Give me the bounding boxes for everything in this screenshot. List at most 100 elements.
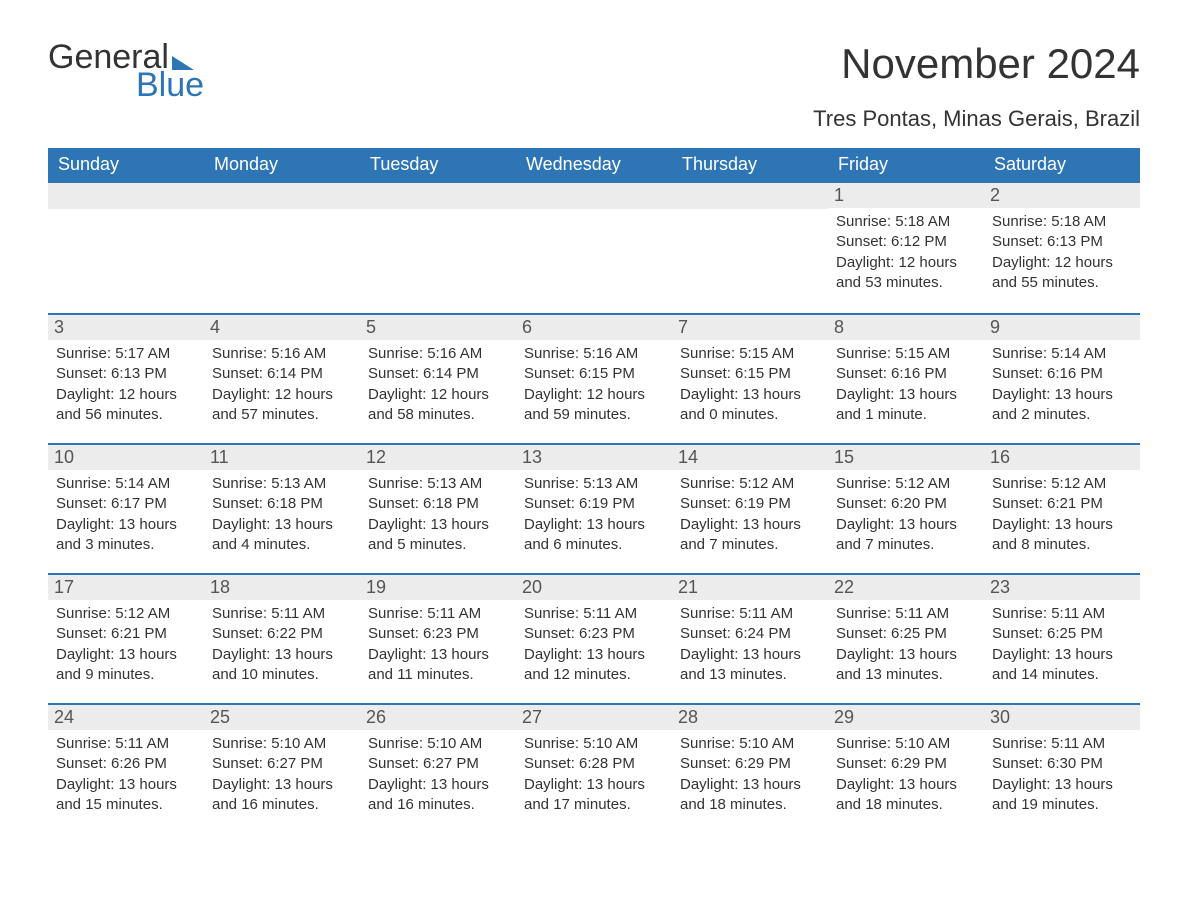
day-cell: 27Sunrise: 5:10 AMSunset: 6:28 PMDayligh… <box>516 705 672 833</box>
day-number: 23 <box>984 575 1140 600</box>
dow-cell: Sunday <box>48 148 204 183</box>
day-daylight2: and 4 minutes. <box>212 535 352 555</box>
day-cell: 28Sunrise: 5:10 AMSunset: 6:29 PMDayligh… <box>672 705 828 833</box>
day-daylight2: and 2 minutes. <box>992 405 1132 425</box>
day-cell: 3Sunrise: 5:17 AMSunset: 6:13 PMDaylight… <box>48 315 204 443</box>
day-sunset: Sunset: 6:20 PM <box>836 494 976 514</box>
day-number: 4 <box>204 315 360 340</box>
day-daylight2: and 15 minutes. <box>56 795 196 815</box>
day-number: 26 <box>360 705 516 730</box>
day-sunrise: Sunrise: 5:16 AM <box>368 344 508 364</box>
day-daylight2: and 18 minutes. <box>680 795 820 815</box>
day-daylight2: and 55 minutes. <box>992 273 1132 293</box>
day-cell <box>48 183 204 313</box>
day-daylight1: Daylight: 13 hours <box>680 385 820 405</box>
day-cell: 20Sunrise: 5:11 AMSunset: 6:23 PMDayligh… <box>516 575 672 703</box>
day-sunset: Sunset: 6:30 PM <box>992 754 1132 774</box>
day-sunrise: Sunrise: 5:11 AM <box>992 734 1132 754</box>
day-number: 14 <box>672 445 828 470</box>
week-row: 10Sunrise: 5:14 AMSunset: 6:17 PMDayligh… <box>48 443 1140 573</box>
day-daylight2: and 1 minute. <box>836 405 976 425</box>
dow-cell: Monday <box>204 148 360 183</box>
day-sunrise: Sunrise: 5:11 AM <box>368 604 508 624</box>
day-daylight2: and 58 minutes. <box>368 405 508 425</box>
day-daylight1: Daylight: 12 hours <box>524 385 664 405</box>
day-daylight1: Daylight: 13 hours <box>836 645 976 665</box>
day-sunset: Sunset: 6:29 PM <box>680 754 820 774</box>
day-sunrise: Sunrise: 5:14 AM <box>992 344 1132 364</box>
day-number: 20 <box>516 575 672 600</box>
day-sunrise: Sunrise: 5:10 AM <box>524 734 664 754</box>
day-sunrise: Sunrise: 5:13 AM <box>368 474 508 494</box>
day-cell: 14Sunrise: 5:12 AMSunset: 6:19 PMDayligh… <box>672 445 828 573</box>
day-cell: 11Sunrise: 5:13 AMSunset: 6:18 PMDayligh… <box>204 445 360 573</box>
day-cell: 16Sunrise: 5:12 AMSunset: 6:21 PMDayligh… <box>984 445 1140 573</box>
day-number: 29 <box>828 705 984 730</box>
day-cell: 21Sunrise: 5:11 AMSunset: 6:24 PMDayligh… <box>672 575 828 703</box>
day-daylight1: Daylight: 13 hours <box>836 515 976 535</box>
day-daylight1: Daylight: 13 hours <box>56 775 196 795</box>
day-daylight1: Daylight: 13 hours <box>524 645 664 665</box>
day-cell <box>360 183 516 313</box>
day-cell: 30Sunrise: 5:11 AMSunset: 6:30 PMDayligh… <box>984 705 1140 833</box>
week-row: 1Sunrise: 5:18 AMSunset: 6:12 PMDaylight… <box>48 183 1140 313</box>
day-sunrise: Sunrise: 5:17 AM <box>56 344 196 364</box>
location-text: Tres Pontas, Minas Gerais, Brazil <box>813 106 1140 132</box>
day-sunrise: Sunrise: 5:13 AM <box>212 474 352 494</box>
day-sunset: Sunset: 6:18 PM <box>368 494 508 514</box>
day-sunrise: Sunrise: 5:15 AM <box>680 344 820 364</box>
day-sunrise: Sunrise: 5:18 AM <box>992 212 1132 232</box>
day-cell: 24Sunrise: 5:11 AMSunset: 6:26 PMDayligh… <box>48 705 204 833</box>
day-cell: 15Sunrise: 5:12 AMSunset: 6:20 PMDayligh… <box>828 445 984 573</box>
day-daylight2: and 53 minutes. <box>836 273 976 293</box>
day-sunrise: Sunrise: 5:10 AM <box>836 734 976 754</box>
day-number: 13 <box>516 445 672 470</box>
week-row: 24Sunrise: 5:11 AMSunset: 6:26 PMDayligh… <box>48 703 1140 833</box>
dow-cell: Wednesday <box>516 148 672 183</box>
day-daylight1: Daylight: 13 hours <box>56 515 196 535</box>
day-sunrise: Sunrise: 5:10 AM <box>212 734 352 754</box>
day-daylight1: Daylight: 13 hours <box>680 645 820 665</box>
logo-top-line: General <box>48 40 204 74</box>
day-sunrise: Sunrise: 5:10 AM <box>680 734 820 754</box>
empty-day-header <box>360 183 516 209</box>
day-number: 24 <box>48 705 204 730</box>
day-daylight1: Daylight: 12 hours <box>836 253 976 273</box>
dow-cell: Tuesday <box>360 148 516 183</box>
day-cell: 12Sunrise: 5:13 AMSunset: 6:18 PMDayligh… <box>360 445 516 573</box>
day-number: 27 <box>516 705 672 730</box>
day-number: 18 <box>204 575 360 600</box>
day-daylight1: Daylight: 13 hours <box>992 515 1132 535</box>
logo: General Blue <box>48 40 204 102</box>
day-daylight2: and 56 minutes. <box>56 405 196 425</box>
day-sunset: Sunset: 6:19 PM <box>524 494 664 514</box>
day-number: 3 <box>48 315 204 340</box>
day-daylight2: and 13 minutes. <box>680 665 820 685</box>
day-daylight1: Daylight: 12 hours <box>368 385 508 405</box>
day-number: 12 <box>360 445 516 470</box>
day-sunrise: Sunrise: 5:10 AM <box>368 734 508 754</box>
day-daylight2: and 16 minutes. <box>212 795 352 815</box>
day-daylight2: and 7 minutes. <box>836 535 976 555</box>
day-sunrise: Sunrise: 5:16 AM <box>212 344 352 364</box>
day-number: 7 <box>672 315 828 340</box>
day-cell <box>516 183 672 313</box>
day-sunset: Sunset: 6:27 PM <box>368 754 508 774</box>
day-cell: 18Sunrise: 5:11 AMSunset: 6:22 PMDayligh… <box>204 575 360 703</box>
week-row: 17Sunrise: 5:12 AMSunset: 6:21 PMDayligh… <box>48 573 1140 703</box>
day-daylight2: and 13 minutes. <box>836 665 976 685</box>
day-number: 2 <box>984 183 1140 208</box>
day-sunset: Sunset: 6:21 PM <box>56 624 196 644</box>
dow-cell: Thursday <box>672 148 828 183</box>
day-cell: 6Sunrise: 5:16 AMSunset: 6:15 PMDaylight… <box>516 315 672 443</box>
day-sunrise: Sunrise: 5:11 AM <box>680 604 820 624</box>
day-daylight1: Daylight: 13 hours <box>836 385 976 405</box>
day-daylight2: and 17 minutes. <box>524 795 664 815</box>
day-daylight2: and 59 minutes. <box>524 405 664 425</box>
day-sunrise: Sunrise: 5:15 AM <box>836 344 976 364</box>
day-daylight1: Daylight: 13 hours <box>212 775 352 795</box>
day-daylight1: Daylight: 13 hours <box>212 515 352 535</box>
day-sunrise: Sunrise: 5:11 AM <box>992 604 1132 624</box>
day-sunset: Sunset: 6:25 PM <box>836 624 976 644</box>
day-number: 6 <box>516 315 672 340</box>
